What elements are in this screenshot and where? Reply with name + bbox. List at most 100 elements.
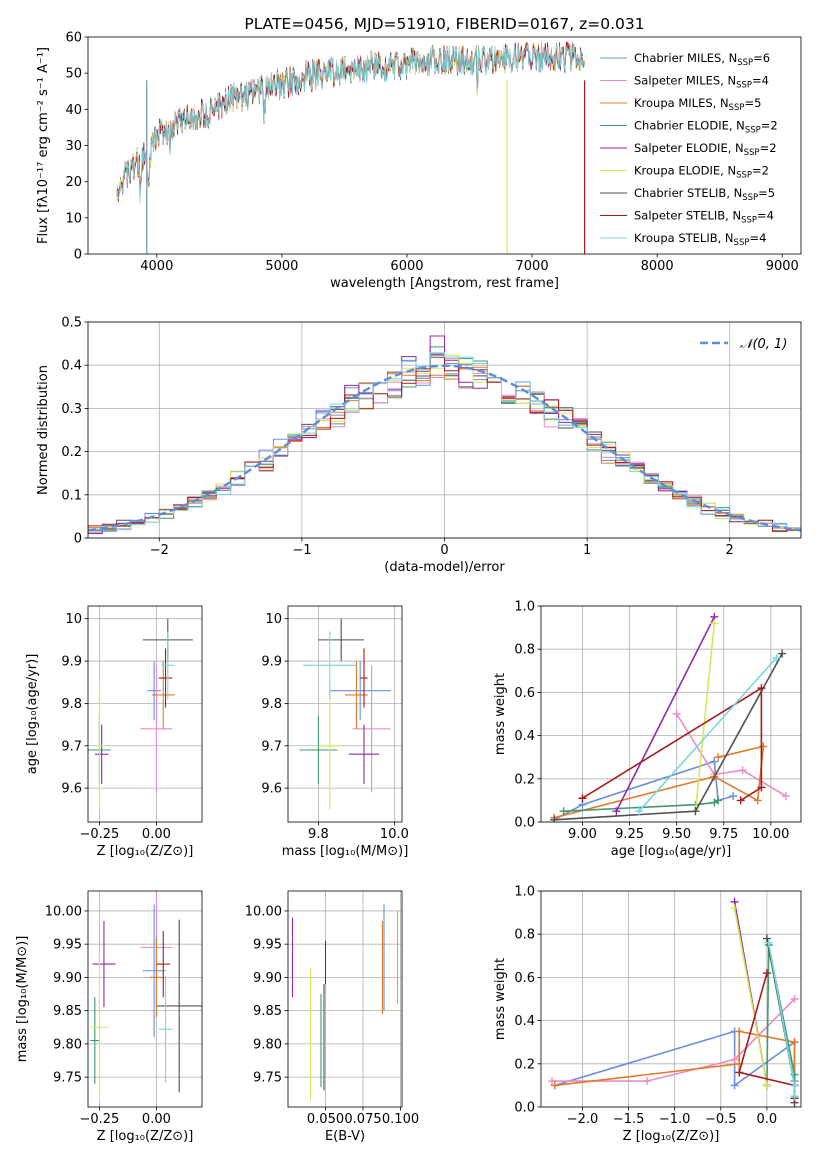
y-tick-label: 9.95 — [253, 938, 282, 953]
x-tick-label: 9.50 — [662, 827, 691, 842]
x-tick-label: 2 — [726, 543, 734, 558]
errorbar-point — [147, 661, 161, 721]
errorbar-point — [90, 997, 100, 1084]
y-axis-label: Normed distribution — [36, 365, 51, 495]
weight-line — [615, 616, 716, 812]
plot-area — [116, 41, 586, 254]
plot-area — [291, 904, 399, 1101]
y-tick-label: 9.7 — [261, 739, 282, 754]
weight-marker — [759, 742, 768, 751]
axes-frame — [540, 890, 802, 1108]
errorbar-point — [92, 920, 116, 1008]
x-axis-label: Z [log₁₀(Z/Z⊙)] — [623, 1129, 720, 1144]
y-tick-label: 0.2 — [61, 445, 82, 460]
x-tick-label: −2.0 — [567, 1112, 599, 1127]
x-tick-label: 10.00 — [752, 827, 789, 842]
weight-marker — [691, 807, 700, 816]
weight-marker — [730, 1081, 739, 1090]
axes-mass-vs-z: −0.25 0.00 9.75 9.80 9.85 9.90 9.95 10.00 Z [log… — [15, 890, 203, 1144]
x-tick-label: 9.00 — [568, 827, 597, 842]
x-tick-label: 0.100 — [382, 1112, 419, 1127]
y-tick-label: 0.2 — [514, 1057, 535, 1072]
x-tick-label: −2 — [150, 543, 169, 558]
weight-marker — [643, 1077, 652, 1086]
axes-frame — [287, 605, 403, 823]
y-tick-label: 9.85 — [53, 1004, 82, 1019]
legend-label: Chabrier ELODIE, NSSP=2 — [634, 119, 778, 136]
grid — [88, 891, 202, 1107]
x-tick-label: −1.0 — [659, 1112, 691, 1127]
x-tick-label: 7000 — [516, 259, 549, 274]
y-axis-label: mass weight — [493, 673, 508, 755]
y-tick-label: 30 — [65, 139, 82, 154]
weight-marker — [790, 1081, 799, 1090]
y-tick-label: 9.75 — [53, 1071, 82, 1086]
y-tick-label: 9.80 — [53, 1037, 82, 1052]
errorbar-point — [352, 665, 391, 793]
weight-marker — [735, 1027, 744, 1036]
axes-frame — [287, 890, 403, 1108]
x-tick-label: 5000 — [265, 259, 298, 274]
plot-area — [550, 612, 790, 822]
y-tick-label: 9.7 — [61, 739, 82, 754]
y-tick-label: 9.8 — [261, 697, 282, 712]
y-tick-label: 0.6 — [514, 686, 535, 701]
plot-area — [88, 618, 193, 810]
axes-residuals: −2 −1 0 1 2 0 0.1 0.2 0.3 0.4 0.5 (data-model)/erro… — [36, 316, 802, 575]
x-axis-label: age [log₁₀(age/yr)] — [611, 844, 732, 859]
weight-marker — [710, 619, 719, 628]
weight-line — [733, 908, 768, 1086]
weight-marker — [735, 1068, 744, 1077]
x-tick-label: 9.25 — [615, 827, 644, 842]
y-tick-label: 9.90 — [53, 971, 82, 986]
x-tick-label: 10.0 — [380, 827, 409, 842]
x-tick-label: −1 — [292, 543, 311, 558]
x-axis-label: (data-model)/error — [384, 560, 505, 575]
y-tick-label: 10 — [65, 211, 82, 226]
x-tick-label: −1.5 — [613, 1112, 645, 1127]
grid — [88, 606, 202, 822]
errorbar-point — [160, 631, 175, 700]
y-tick-label: 0.1 — [61, 488, 82, 503]
y-tick-label: 10.00 — [45, 904, 82, 919]
y-tick-label: 9.8 — [61, 697, 82, 712]
x-tick-label: −0.5 — [705, 1112, 737, 1127]
weight-marker — [762, 969, 771, 978]
weight-line — [694, 623, 716, 812]
y-tick-label: 0.0 — [514, 1101, 535, 1116]
weight-marker — [634, 807, 643, 816]
x-axis-label: E(B-V) — [325, 1129, 365, 1144]
plot-area — [88, 335, 801, 537]
x-tick-label: 0.00 — [142, 1112, 171, 1127]
axes-frame — [87, 321, 802, 539]
x-tick-label: 0.050 — [307, 1112, 344, 1127]
weight-marker — [710, 757, 719, 766]
y-tick-label: 0.0 — [514, 816, 535, 831]
weight-marker — [764, 938, 773, 947]
weight-marker — [730, 904, 739, 913]
weight-marker — [790, 1038, 799, 1047]
y-tick-label: 0.5 — [61, 316, 82, 331]
errorbar-point — [156, 930, 171, 998]
weight-line — [563, 799, 719, 812]
weight-marker — [729, 792, 738, 801]
weight-marker — [550, 1081, 559, 1090]
y-tick-label: 9.6 — [61, 782, 82, 797]
axes-spectrum: 4000 5000 6000 7000 8000 9000 0 10 20 30 40 50 60 wav… — [36, 15, 802, 291]
y-tick-label: 9.80 — [253, 1037, 282, 1052]
x-tick-label: 0 — [440, 543, 448, 558]
errorbar-point — [149, 937, 164, 1018]
x-tick-label: −0.25 — [79, 1112, 119, 1127]
axes-frame — [87, 890, 203, 1108]
weight-marker — [548, 1077, 557, 1086]
errorbar-point — [329, 661, 391, 721]
y-tick-label: 50 — [65, 67, 82, 82]
grid — [288, 606, 402, 822]
x-tick-label: 1 — [583, 543, 591, 558]
y-tick-label: 9.6 — [261, 782, 282, 797]
x-tick-label: −0.25 — [79, 827, 119, 842]
axes-frame — [540, 605, 802, 823]
x-axis-label: mass [log₁₀(M/M⊙)] — [282, 844, 409, 859]
x-axis-label: wavelength [Angstrom, rest frame] — [330, 276, 559, 291]
y-tick-label: 9.90 — [253, 971, 282, 986]
